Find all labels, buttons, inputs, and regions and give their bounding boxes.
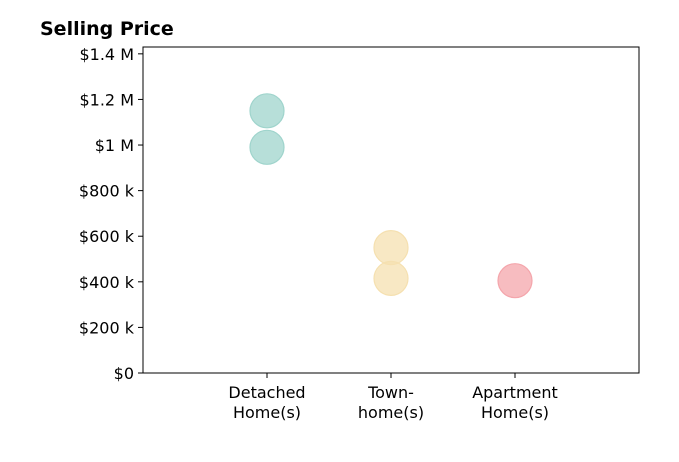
plot-frame: [142, 46, 640, 374]
data-point-1: [249, 93, 285, 129]
data-point-2: [249, 129, 285, 165]
x-tick-label: Home(s): [481, 403, 549, 422]
y-tick-label: $0: [114, 364, 134, 383]
x-tick-label: Detached: [228, 383, 305, 402]
x-tick-label: Apartment: [472, 383, 558, 402]
y-tick-label: $1.4 M: [79, 45, 134, 64]
y-tick-label: $800 k: [79, 182, 135, 201]
x-tick-label: home(s): [358, 403, 424, 422]
data-point-4: [373, 260, 409, 296]
data-point-3: [373, 230, 409, 266]
y-tick-label: $200 k: [79, 318, 135, 337]
y-tick-label: $1.2 M: [79, 90, 134, 109]
y-tick-label: $400 k: [79, 273, 135, 292]
chart-title: Selling Price: [40, 18, 174, 40]
data-point-5: [497, 263, 533, 299]
y-tick-label: $1 M: [95, 136, 134, 155]
plot-area: $0 $200 k $400 k $600 k $800 k $1 M $1.2 M $1.4…: [79, 45, 640, 422]
y-tick-label: $600 k: [79, 227, 135, 246]
x-tick-label: Town-: [367, 383, 414, 402]
x-tick-label: Home(s): [233, 403, 301, 422]
